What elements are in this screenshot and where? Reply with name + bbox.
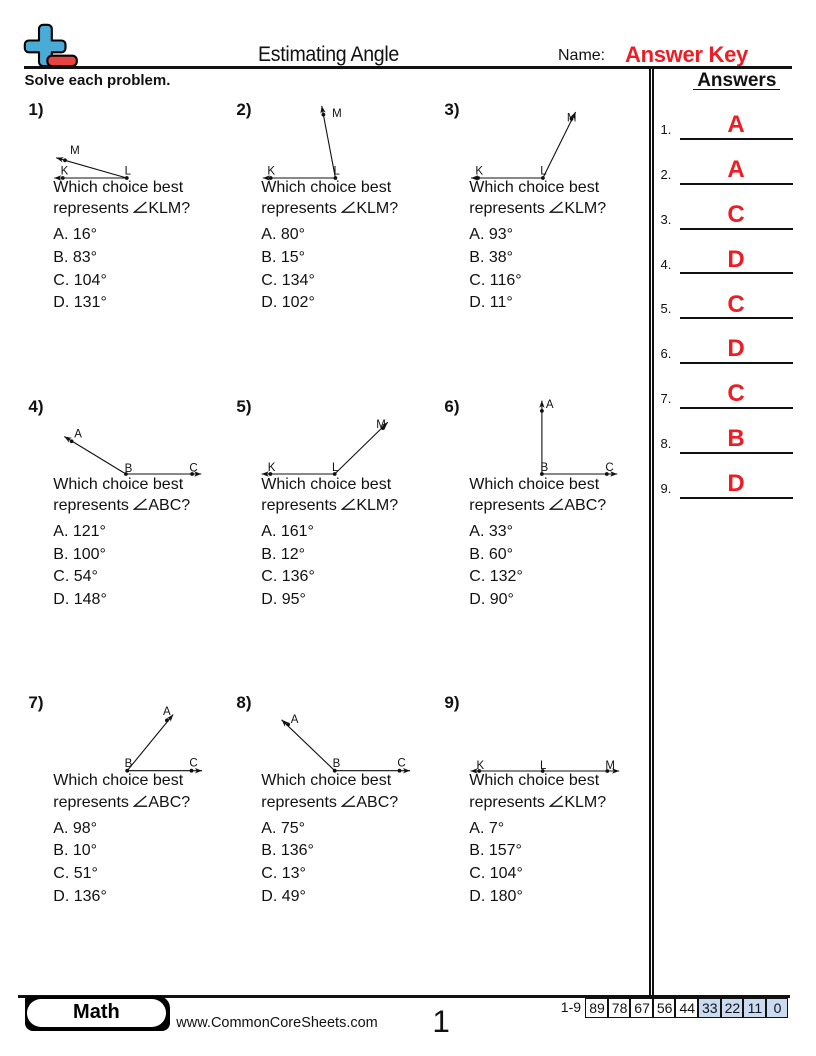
svg-text:C: C [189,463,197,475]
svg-text:M: M [605,760,615,772]
svg-text:L: L [334,165,341,177]
svg-text:A: A [163,706,171,718]
svg-text:B: B [125,758,133,770]
svg-text:K: K [61,166,69,178]
svg-text:L: L [540,760,547,772]
svg-text:K: K [475,165,483,177]
svg-text:A: A [546,399,554,411]
svg-text:M: M [70,145,80,157]
svg-text:C: C [605,462,613,474]
svg-text:L: L [125,166,132,178]
svg-text:M: M [567,112,577,124]
svg-text:C: C [189,758,197,770]
svg-text:L: L [332,462,339,474]
svg-text:A: A [74,428,82,440]
svg-text:B: B [125,463,133,475]
svg-text:B: B [333,758,341,770]
svg-text:K: K [477,760,485,772]
svg-text:A: A [291,714,299,726]
svg-text:C: C [397,758,405,770]
svg-text:L: L [540,165,547,177]
svg-text:B: B [541,462,549,474]
svg-text:M: M [332,108,342,120]
svg-text:K: K [268,462,276,474]
svg-text:M: M [376,419,386,431]
svg-text:K: K [267,165,275,177]
